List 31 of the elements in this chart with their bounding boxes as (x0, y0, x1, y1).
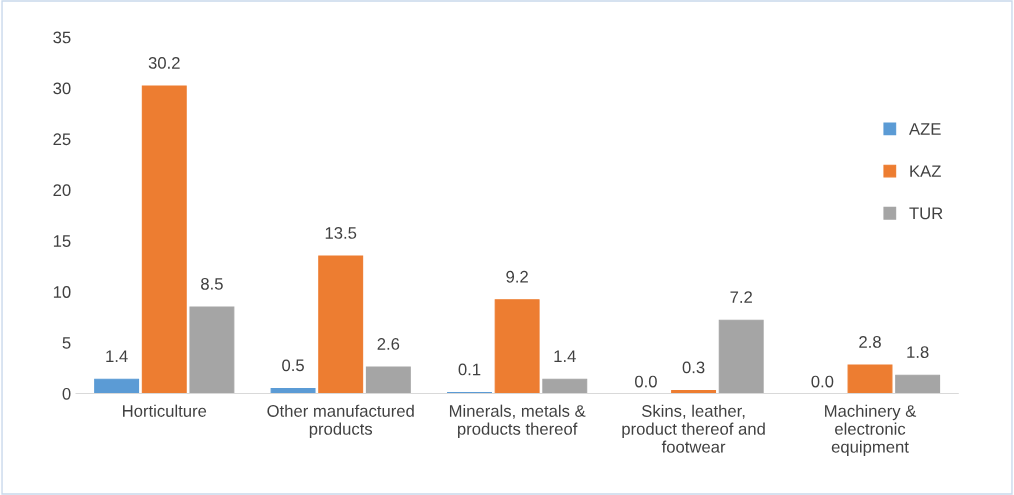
data-label: 0.1 (458, 363, 481, 376)
x-tick-label: Machinery & electronic equipment (825, 404, 917, 457)
y-tick-label: 10 (53, 286, 71, 298)
data-label: 8.5 (201, 277, 223, 290)
data-label: 7.2 (730, 291, 752, 303)
data-label: 0.0 (635, 375, 657, 388)
y-tick-label: 15 (53, 235, 71, 247)
y-tick-label: 0 (62, 387, 71, 400)
data-label: 0.5 (282, 359, 304, 372)
data-label: 13.5 (325, 227, 357, 239)
legend-label: AZE (909, 123, 941, 135)
data-label: 1.4 (106, 350, 128, 362)
legend-label: KAZ (910, 165, 941, 177)
data-label: 1.8 (907, 346, 929, 359)
y-tick-label: 30 (53, 82, 71, 95)
x-tick-label: Minerals, metals & products thereof (449, 404, 586, 439)
y-tick-label: 5 (62, 337, 71, 349)
x-tick-label: Skins, leather, product thereof and footwear (622, 404, 765, 453)
data-label: 0.0 (811, 375, 834, 388)
data-label: 0.3 (682, 361, 705, 374)
data-label: 2.8 (859, 336, 881, 348)
data-label: 9.2 (506, 270, 528, 283)
legend-label: TUR (909, 207, 943, 220)
x-tick-label: Horticulture (123, 404, 207, 417)
y-tick-label: 35 (53, 31, 71, 44)
data-label: 30.2 (148, 57, 180, 69)
x-tick-label: Other manufactured products (267, 404, 414, 439)
y-tick-label: 20 (53, 184, 71, 197)
data-label: 1.4 (554, 350, 576, 362)
data-label: 2.6 (377, 338, 400, 350)
y-tick-label: 25 (53, 133, 71, 146)
